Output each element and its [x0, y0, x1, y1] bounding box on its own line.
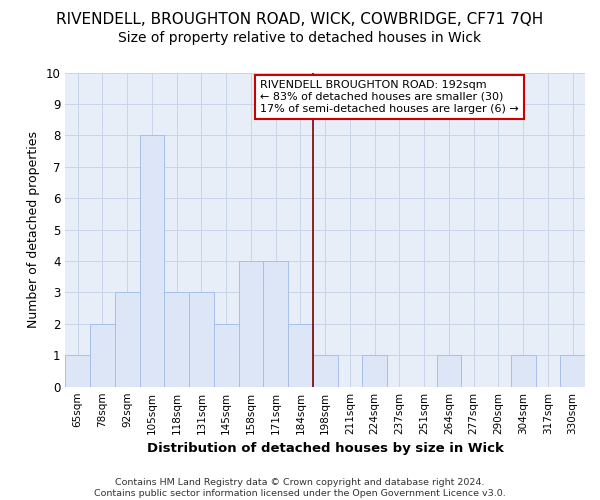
- Bar: [560, 356, 585, 386]
- Bar: [263, 261, 288, 386]
- Bar: [65, 356, 90, 386]
- Bar: [511, 356, 536, 386]
- Bar: [288, 324, 313, 386]
- Bar: [115, 292, 140, 386]
- Text: Contains HM Land Registry data © Crown copyright and database right 2024.
Contai: Contains HM Land Registry data © Crown c…: [94, 478, 506, 498]
- Text: Size of property relative to detached houses in Wick: Size of property relative to detached ho…: [118, 31, 482, 45]
- Bar: [189, 292, 214, 386]
- Text: RIVENDELL BROUGHTON ROAD: 192sqm
← 83% of detached houses are smaller (30)
17% o: RIVENDELL BROUGHTON ROAD: 192sqm ← 83% o…: [260, 80, 519, 114]
- Bar: [362, 356, 387, 386]
- Bar: [164, 292, 189, 386]
- Bar: [437, 356, 461, 386]
- Bar: [140, 136, 164, 386]
- X-axis label: Distribution of detached houses by size in Wick: Distribution of detached houses by size …: [147, 442, 503, 455]
- Bar: [313, 356, 338, 386]
- Text: RIVENDELL, BROUGHTON ROAD, WICK, COWBRIDGE, CF71 7QH: RIVENDELL, BROUGHTON ROAD, WICK, COWBRID…: [56, 12, 544, 26]
- Bar: [214, 324, 239, 386]
- Bar: [239, 261, 263, 386]
- Bar: [90, 324, 115, 386]
- Y-axis label: Number of detached properties: Number of detached properties: [27, 131, 40, 328]
